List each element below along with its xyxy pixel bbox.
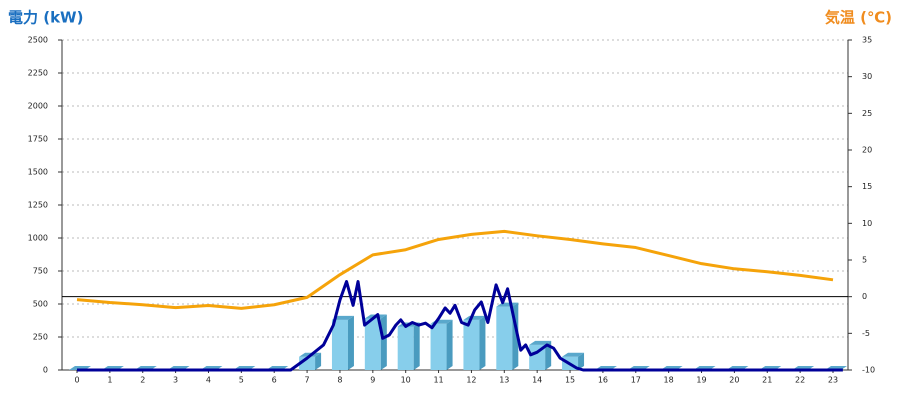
y-tick-label: 250 <box>33 333 48 342</box>
bar-top <box>529 340 552 345</box>
y2-tick-label: 30 <box>862 72 872 81</box>
x-tick-label: 9 <box>370 376 375 385</box>
x-tick-label: 4 <box>206 376 211 385</box>
line <box>77 280 843 372</box>
y2-tick-label: 0 <box>862 292 867 301</box>
y-tick-label: 2250 <box>28 69 48 78</box>
x-tick-label: 12 <box>466 376 476 385</box>
y2-tick-label: 20 <box>862 146 872 155</box>
x-tick-label: 11 <box>433 376 443 385</box>
x-tick-label: 1 <box>107 376 112 385</box>
bar-side <box>446 319 453 370</box>
y2-tick-label: -5 <box>862 329 870 338</box>
y-tick-label: 1750 <box>28 135 48 144</box>
x-tick-label: 22 <box>795 376 805 385</box>
x-tick-label: 18 <box>664 376 674 385</box>
x-tick-label: 21 <box>762 376 772 385</box>
y-tick-label: 0 <box>43 366 48 375</box>
bar-front <box>430 323 447 370</box>
x-tick-label: 0 <box>74 376 79 385</box>
bar-front <box>463 319 480 370</box>
bar-side <box>413 322 420 370</box>
x-tick-label: 10 <box>401 376 411 385</box>
y-axis-title: 電力 (kW) <box>8 9 83 27</box>
bar-side <box>545 340 552 370</box>
x-tick-label: 14 <box>532 376 542 385</box>
x-tick-label: 20 <box>729 376 739 385</box>
x-tick-label: 3 <box>173 376 178 385</box>
bar-top <box>331 315 354 320</box>
x-tick-label: 6 <box>272 376 277 385</box>
y-tick-label: 2500 <box>28 36 48 45</box>
bar-front <box>529 344 546 370</box>
y2-axis-title: 気温 (℃) <box>825 9 892 27</box>
bar-side <box>479 315 486 370</box>
bar-front <box>397 326 414 370</box>
y2-tick-label: 15 <box>862 182 872 191</box>
x-tick-label: 17 <box>631 376 641 385</box>
bar-side <box>315 352 322 370</box>
y-tick-label: 2000 <box>28 102 48 111</box>
x-tick-label: 8 <box>337 376 342 385</box>
bar-front <box>496 306 513 370</box>
x-tick-label: 15 <box>565 376 575 385</box>
x-tick-label: 19 <box>696 376 706 385</box>
y-tick-label: 1000 <box>28 234 48 243</box>
y2-tick-label: 35 <box>862 36 872 45</box>
y2-tick-label: 5 <box>862 256 867 265</box>
bar-front <box>331 319 348 370</box>
y2-tick-label: 10 <box>862 219 872 228</box>
y-tick-label: 500 <box>33 300 48 309</box>
x-tick-label: 2 <box>140 376 145 385</box>
bar-side <box>578 352 585 370</box>
bar-top <box>562 352 585 357</box>
line <box>76 229 834 310</box>
y2-tick-label: -10 <box>862 366 875 375</box>
x-tick-label: 13 <box>499 376 509 385</box>
bar-side <box>380 314 387 370</box>
y-tick-label: 750 <box>33 267 48 276</box>
bar-front <box>364 318 381 370</box>
y2-tick-label: 25 <box>862 109 872 118</box>
x-tick-label: 7 <box>305 376 310 385</box>
y-tick-label: 1250 <box>28 201 48 210</box>
y-tick-label: 1500 <box>28 168 48 177</box>
bar-side <box>347 315 354 370</box>
bar-top <box>463 315 486 320</box>
x-tick-label: 23 <box>828 376 838 385</box>
x-tick-label: 5 <box>239 376 244 385</box>
x-tick-label: 16 <box>598 376 608 385</box>
